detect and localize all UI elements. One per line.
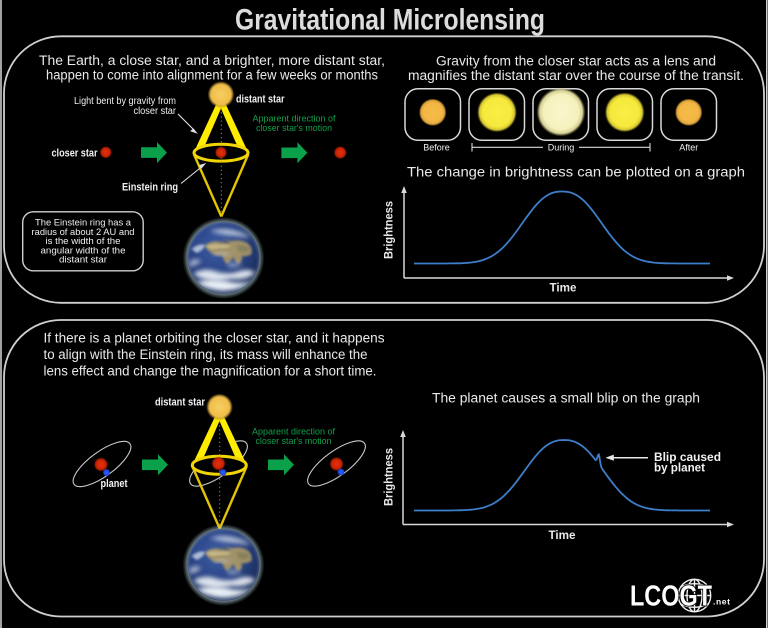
svg-text:happen to come into alignment: happen to come into alignment for a few … [46, 68, 378, 83]
svg-text:Blip caused: Blip caused [654, 452, 721, 464]
svg-text:Brightness: Brightness [384, 448, 396, 506]
svg-text:is the width of the: is the width of the [46, 236, 121, 247]
svg-text:angular width of the: angular width of the [41, 245, 126, 256]
svg-text:Gravitational Microlensing: Gravitational Microlensing [235, 4, 545, 37]
svg-text:planet: planet [101, 478, 128, 490]
svg-text:distant star: distant star [155, 397, 205, 409]
svg-text:to align with the Einstein rin: to align with the Einstein ring, its mas… [44, 347, 368, 362]
svg-text:LCOGT: LCOGT [630, 581, 712, 613]
svg-text:The change in brightness can b: The change in brightness can be plotted … [407, 165, 745, 180]
svg-text:Gravity from the closer star a: Gravity from the closer star acts as a l… [436, 54, 716, 69]
svg-text:.net: .net [713, 597, 731, 607]
svg-text:distant star: distant star [59, 255, 107, 266]
svg-text:closer star's motion: closer star's motion [256, 122, 332, 133]
svg-text:The planet causes a small blip: The planet causes a small blip on the gr… [432, 390, 700, 405]
svg-text:magnifies the distant star ove: magnifies the distant star over the cour… [408, 68, 744, 83]
svg-text:radius of about 2 AU and: radius of about 2 AU and [32, 227, 135, 238]
svg-text:closer star: closer star [134, 106, 177, 117]
svg-text:closer star's motion: closer star's motion [256, 435, 332, 446]
svg-text:Apparent direction of: Apparent direction of [252, 426, 335, 437]
svg-text:by planet: by planet [654, 463, 705, 475]
svg-text:Brightness: Brightness [384, 201, 396, 259]
svg-text:Before: Before [423, 143, 450, 153]
svg-text:closer star: closer star [52, 147, 99, 159]
svg-text:Time: Time [550, 282, 577, 294]
svg-text:The Earth, a close star, and a: The Earth, a close star, and a brighter,… [39, 53, 385, 68]
svg-text:Time: Time [549, 530, 576, 542]
svg-text:Light bent by gravity from: Light bent by gravity from [74, 96, 176, 107]
svg-text:During: During [548, 143, 575, 153]
svg-text:distant star: distant star [236, 94, 285, 106]
svg-text:If there is a planet orbiting: If there is a planet orbiting the closer… [44, 331, 385, 346]
svg-text:Apparent direction of: Apparent direction of [253, 113, 336, 124]
svg-text:Einstein ring: Einstein ring [122, 182, 178, 194]
svg-text:The Einstein ring has a: The Einstein ring has a [35, 218, 132, 229]
svg-text:After: After [679, 143, 698, 153]
svg-text:lens effect and change the mag: lens effect and change the magnification… [44, 363, 377, 378]
